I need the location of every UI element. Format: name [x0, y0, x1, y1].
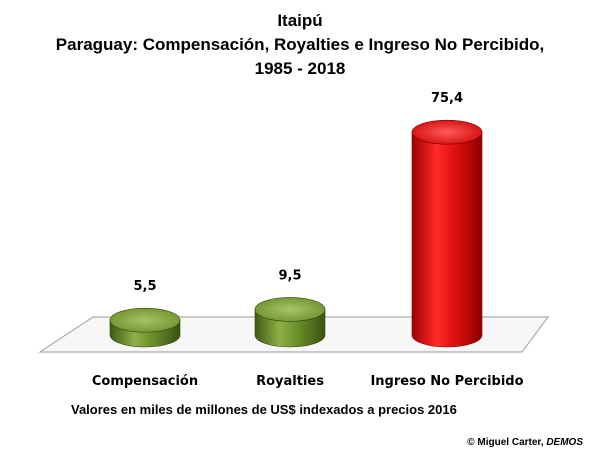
bar-top [411, 119, 483, 145]
bar-top [109, 307, 181, 333]
credit-prefix: © Miguel Carter, [467, 437, 547, 448]
value-label: 5,5 [133, 279, 156, 294]
value-label: 75,4 [431, 91, 463, 106]
bar-compensación [109, 307, 181, 348]
credit-org: DEMOS [546, 437, 583, 448]
category-label: Ingreso No Percibido [370, 374, 523, 389]
category-label: Compensación [92, 374, 198, 389]
bar-ingreso-no-percibido [411, 119, 483, 348]
units-note: Valores en miles de millones de US$ inde… [71, 402, 457, 417]
category-label: Royalties [256, 374, 324, 389]
bar-top [254, 297, 326, 322]
bar-body [411, 131, 483, 348]
chart-title-line2: Paraguay: Compensación, Royalties e Ingr… [55, 35, 545, 54]
credit: © Miguel Carter, DEMOS [467, 437, 583, 448]
value-label: 9,5 [278, 268, 301, 283]
chart-title-line1: Itaipú [277, 11, 323, 30]
bar-royalties [254, 297, 326, 348]
chart-title-line3: 1985 - 2018 [254, 59, 346, 78]
